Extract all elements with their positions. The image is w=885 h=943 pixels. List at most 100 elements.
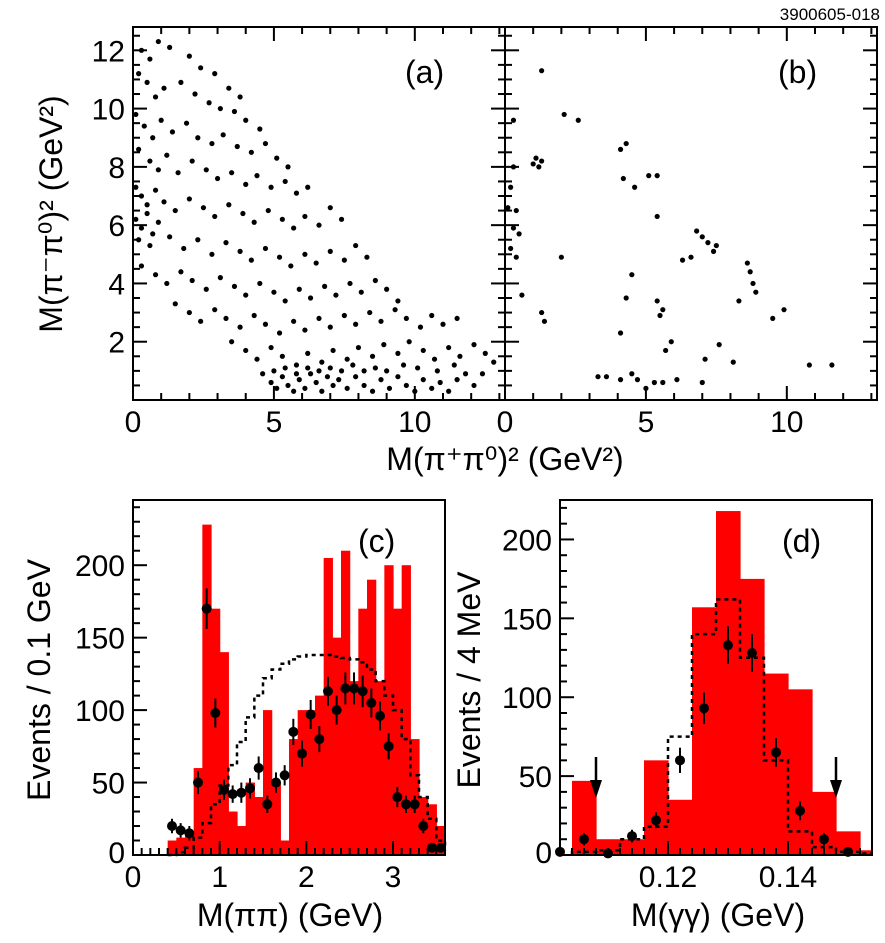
scatter-point <box>296 377 302 383</box>
scatter-point <box>217 105 223 112</box>
scatter-point <box>446 344 452 351</box>
scatter-point <box>595 374 601 380</box>
scatter-point <box>713 242 719 249</box>
scatter-point <box>288 263 294 269</box>
scatter-point <box>172 207 178 214</box>
scatter-point <box>623 140 629 147</box>
panel-a-ticks: 0 5 10 2 4 6 8 10 12 <box>92 27 505 439</box>
data-point <box>193 777 203 788</box>
data-point <box>375 710 385 721</box>
histogram-bar <box>384 565 394 855</box>
panel-c: 0 1 2 3 50 100 150 200 0 (c) Events / 0.1 GeV M(… <box>21 499 447 933</box>
y-tick-label: 10 <box>92 94 125 127</box>
scatter-point <box>663 347 669 354</box>
scatter-point <box>136 146 142 152</box>
histogram-bar <box>349 681 359 855</box>
panel-c-ticks: 0 1 2 3 50 100 150 200 0 <box>75 506 438 894</box>
scatter-point <box>702 356 708 362</box>
scatter-point <box>257 126 263 132</box>
scatter-point <box>451 362 457 368</box>
scatter-point <box>186 196 192 202</box>
scatter-point <box>161 199 167 205</box>
data-point <box>747 648 757 659</box>
data-point <box>699 703 709 714</box>
panel-c-x-axis-title: M(ππ) (GeV) <box>197 897 383 933</box>
scatter-point <box>750 280 756 287</box>
histogram-bar <box>668 799 693 855</box>
data-point <box>357 686 368 697</box>
scatter-point <box>276 330 283 336</box>
scatter-point <box>226 85 232 91</box>
data-point <box>236 787 247 798</box>
scatter-point <box>268 344 274 351</box>
histogram-bar <box>176 837 186 855</box>
x-tick-label: 0 <box>497 406 514 439</box>
scatter-point <box>327 324 333 330</box>
scatter-point <box>164 152 170 158</box>
scatter-point <box>262 140 269 147</box>
data-point <box>435 842 446 853</box>
x-tick-label: 3 <box>385 861 402 894</box>
panel-d-arrows <box>590 757 842 798</box>
scatter-point <box>344 356 350 362</box>
scatter-point <box>152 94 159 100</box>
scatter-point <box>471 342 477 348</box>
scatter-point <box>158 117 164 123</box>
scatter-point <box>454 315 460 322</box>
scatter-point <box>437 379 443 386</box>
scatter-point <box>530 161 536 167</box>
scatter-point <box>293 362 300 368</box>
scatter-point <box>417 324 424 330</box>
scatter-point <box>293 190 300 196</box>
scatter-point <box>251 312 257 319</box>
scatter-point <box>279 374 285 380</box>
scatter-point <box>274 385 280 391</box>
data-point <box>279 770 290 781</box>
scatter-point <box>355 344 362 351</box>
scatter-point <box>617 330 624 336</box>
scatter-point <box>330 382 336 389</box>
scatter-point <box>291 388 297 394</box>
scatter-point <box>161 85 167 91</box>
scatter-point <box>144 210 150 217</box>
scatter-point <box>175 170 181 176</box>
scatter-point <box>533 155 539 161</box>
scatter-point <box>305 365 311 371</box>
scatter-point <box>651 379 657 386</box>
scatter-point <box>316 315 322 322</box>
scatter-point <box>364 254 370 260</box>
scatter-point <box>209 251 215 257</box>
scatter-point <box>276 254 283 260</box>
x-tick-label: 0.14 <box>759 861 817 894</box>
panel-d-dashed-histogram <box>570 598 872 855</box>
scatter-point <box>353 242 359 249</box>
x-tick-label: 0.12 <box>639 861 697 894</box>
scatter-point <box>155 219 161 225</box>
data-point <box>723 640 733 651</box>
scatter-point <box>248 257 254 263</box>
scatter-point <box>327 205 333 211</box>
scatter-point <box>341 257 347 263</box>
data-point <box>201 603 212 614</box>
scatter-point <box>169 129 176 135</box>
scatter-point <box>358 289 364 295</box>
scatter-point <box>654 298 660 304</box>
y-tick-label: 100 <box>502 682 552 715</box>
scatter-point <box>167 234 173 240</box>
scatter-point <box>316 368 322 374</box>
scatter-point <box>446 388 452 394</box>
panel-b: (b) 0 5 10 <box>497 26 878 439</box>
data-point <box>253 763 264 774</box>
scatter-point <box>262 245 269 252</box>
x-tick-label: 2 <box>298 861 315 894</box>
scatter-point <box>274 155 280 161</box>
scatter-point <box>327 365 333 371</box>
scatter-point <box>133 216 139 222</box>
scatter-point <box>144 79 150 85</box>
scatter-point <box>660 379 666 386</box>
panel-b-points <box>505 68 835 391</box>
scatter-point <box>186 309 192 316</box>
data-point <box>323 686 333 697</box>
scatter-point <box>434 368 440 374</box>
